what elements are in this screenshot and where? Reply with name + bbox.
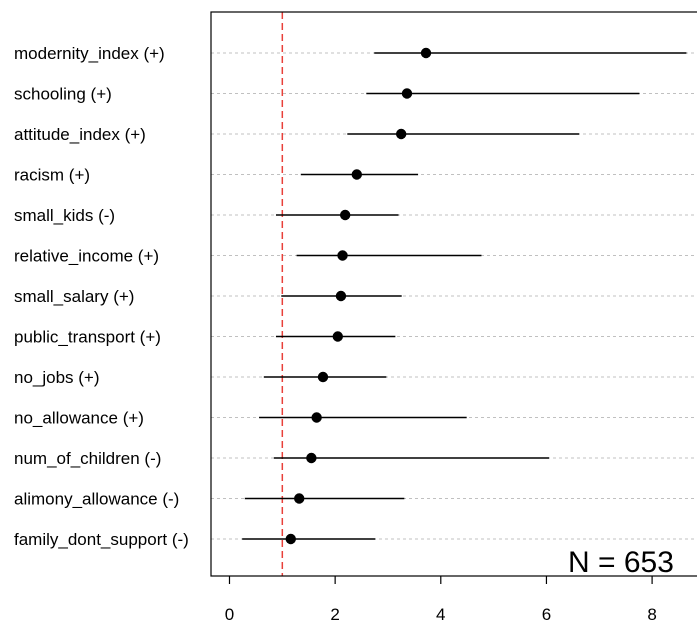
estimate-point — [294, 493, 305, 504]
category-label: modernity_index (+) — [14, 44, 165, 63]
point-estimates — [285, 47, 432, 545]
category-label: num_of_children (-) — [14, 449, 161, 468]
x-tick-label: 6 — [542, 605, 551, 624]
estimate-point — [306, 452, 317, 464]
category-label: family_dont_support (-) — [14, 530, 189, 549]
estimate-point — [311, 412, 322, 423]
category-labels: modernity_index (+) schooling (+) attitude… — [14, 44, 189, 549]
estimate-point — [337, 250, 348, 261]
category-label: small_salary (+) — [14, 287, 134, 306]
category-label: public_transport (+) — [14, 328, 161, 347]
x-axis: 0 2 4 6 8 — [225, 576, 657, 624]
estimate-point — [339, 209, 351, 221]
category-label: small_kids (-) — [14, 206, 115, 225]
estimate-point — [317, 371, 329, 383]
category-label: no_jobs (+) — [14, 368, 100, 387]
sample-size-annotation: N = 653 — [568, 546, 674, 579]
estimate-point — [420, 47, 432, 59]
plot-frame — [210, 11, 697, 577]
category-label: relative_income (+) — [14, 247, 159, 266]
category-label: attitude_index (+) — [14, 125, 146, 144]
category-label: racism (+) — [14, 166, 90, 185]
estimate-point — [335, 290, 347, 302]
estimate-point — [285, 533, 296, 545]
category-label: no_allowance (+) — [14, 409, 144, 428]
x-tick-label: 8 — [647, 605, 656, 624]
estimate-point — [401, 88, 413, 99]
estimate-point — [332, 331, 343, 342]
category-label: alimony_allowance (-) — [14, 490, 179, 509]
estimate-point — [395, 128, 407, 140]
estimate-point — [351, 169, 362, 180]
category-label: schooling (+) — [14, 85, 112, 104]
x-tick-label: 0 — [225, 605, 234, 624]
x-tick-label: 4 — [436, 605, 445, 624]
x-tick-label: 2 — [330, 605, 339, 624]
